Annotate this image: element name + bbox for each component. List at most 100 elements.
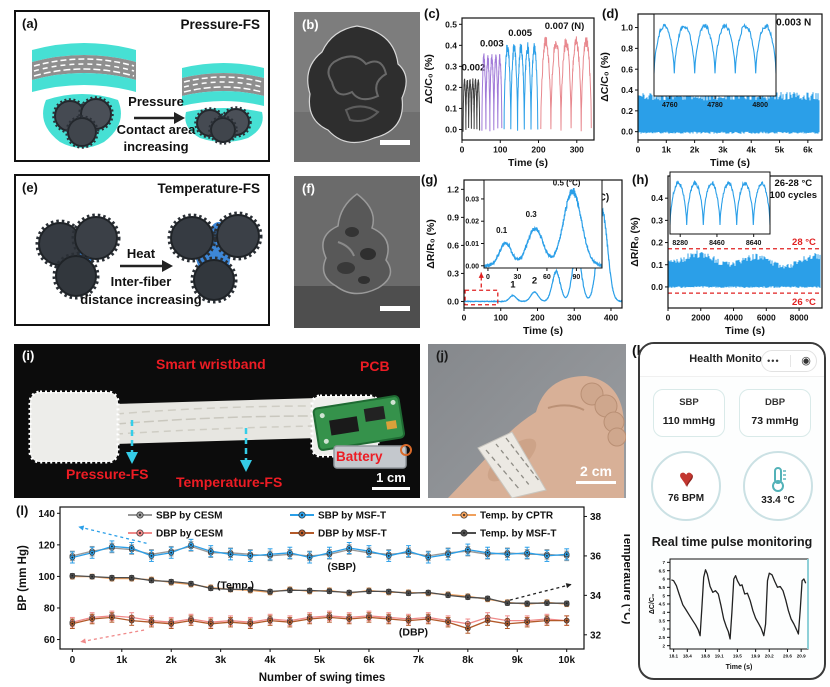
svg-text:0.3: 0.3 — [445, 61, 457, 71]
svg-text:Temp. by MSF-T: Temp. by MSF-T — [480, 529, 556, 540]
svg-text:0.5 (°C): 0.5 (°C) — [553, 179, 581, 188]
fiber-cluster-cool — [35, 213, 121, 300]
svg-text:6: 6 — [662, 577, 665, 582]
svg-text:0.1: 0.1 — [496, 226, 508, 235]
svg-text:0.4: 0.4 — [651, 193, 663, 203]
inter-fiber-label: Inter-fiber — [110, 274, 172, 289]
bp-stats-row: SBP 110 mmHg DBP 73 mmHg — [640, 389, 824, 437]
svg-text:2k: 2k — [166, 655, 178, 666]
temperature-circle: 33.4 °C — [743, 451, 813, 521]
panel-c-tag: (c) — [424, 6, 440, 21]
svg-text:0.0: 0.0 — [621, 127, 633, 137]
svg-text:0.9: 0.9 — [447, 212, 459, 222]
svg-text:2: 2 — [532, 276, 537, 287]
panel-j-tag: (j) — [436, 348, 449, 363]
close-circle-icon[interactable]: ◉ — [801, 354, 811, 367]
svg-text:5: 5 — [662, 593, 665, 598]
panel-a-tag: (a) — [22, 16, 38, 31]
svg-text:100: 100 — [493, 145, 507, 155]
svg-text:26 °C: 26 °C — [792, 297, 816, 308]
panel-l-tag: (l) — [16, 503, 29, 518]
temperature-fs-label: Temperature-FS — [176, 474, 283, 490]
health-app-card: Health Monitor... ••• ◉ SBP 110 mmHg DBP… — [638, 342, 826, 680]
capsule-divider — [789, 355, 791, 367]
svg-text:1k: 1k — [116, 655, 128, 666]
svg-text:0.5: 0.5 — [445, 19, 457, 29]
svg-text:4k: 4k — [746, 145, 756, 155]
svg-text:ΔC/C₀ (%): ΔC/C₀ (%) — [599, 52, 611, 102]
svg-text:0.2: 0.2 — [621, 106, 633, 116]
svg-text:6.5: 6.5 — [659, 568, 666, 573]
scale-2cm: 2 cm — [576, 463, 616, 484]
chart-swing-durability: 0 1k 2k 3k 4k 5k 6k 7k 8k 9k 10k 60 80 100 120 140 Numbe… — [17, 506, 630, 684]
svg-text:26-28 °C: 26-28 °C — [775, 178, 813, 189]
svg-text:1k: 1k — [662, 145, 672, 155]
svg-text:20.9: 20.9 — [797, 654, 806, 659]
panel-d-tag: (d) — [602, 6, 619, 21]
heart-rate-circle: ♥ 76 BPM — [651, 451, 721, 521]
svg-text:0.1: 0.1 — [445, 104, 457, 114]
panel-g-tag: (g) — [421, 172, 438, 187]
svg-text:3.5: 3.5 — [659, 618, 666, 623]
svg-text:1: 1 — [510, 279, 516, 290]
dbp-value: 73 mmHg — [751, 415, 799, 427]
increasing-label: increasing — [123, 139, 189, 154]
scale-1cm: 1 cm — [372, 470, 410, 490]
svg-text:0: 0 — [636, 145, 641, 155]
svg-text:Time (s): Time (s) — [710, 157, 750, 169]
scale-bar — [380, 140, 410, 145]
panel-h-tag: (h) — [632, 172, 649, 187]
svg-text:DBP by CESM: DBP by CESM — [156, 529, 223, 540]
svg-text:20.2: 20.2 — [765, 654, 774, 659]
svg-text:0.6: 0.6 — [621, 64, 633, 74]
svg-text:100: 100 — [38, 572, 55, 583]
svg-text:1.2: 1.2 — [447, 184, 459, 194]
panel-j-wrist-photo: (j) 2 cm — [428, 344, 626, 498]
svg-text:3: 3 — [662, 627, 665, 632]
panel-a-title: Pressure-FS — [180, 17, 260, 32]
panel-i-wristband-photo: (i) Smart wristband PCB Battery Pressure… — [14, 344, 420, 498]
panel-b-sem-image: (b) — [294, 12, 420, 162]
svg-text:0: 0 — [462, 313, 467, 323]
svg-text:(DBP): (DBP) — [399, 627, 428, 639]
svg-text:200: 200 — [530, 313, 544, 323]
panel-e-title: Temperature-FS — [157, 181, 260, 196]
heart-icon: ♥ — [678, 465, 694, 492]
svg-text:2: 2 — [662, 643, 665, 648]
svg-text:2.5: 2.5 — [659, 635, 666, 640]
wrist-drawing — [448, 376, 626, 498]
svg-text:400: 400 — [604, 313, 618, 323]
svg-text:Time (s): Time (s) — [523, 325, 563, 337]
svg-text:6k: 6k — [363, 655, 375, 666]
fiber-cluster-heated — [167, 211, 263, 304]
svg-text:ΔC/C₀ (%): ΔC/C₀ (%) — [423, 54, 435, 104]
more-options-icon[interactable]: ••• — [767, 356, 780, 366]
svg-text:6k: 6k — [803, 145, 813, 155]
panel-i-tag: (i) — [22, 348, 35, 363]
app-menu-capsule[interactable]: ••• ◉ — [761, 350, 817, 372]
app-header: Health Monitor... ••• ◉ — [640, 344, 824, 377]
svg-text:4760: 4760 — [662, 102, 678, 109]
svg-text:100 cycles: 100 cycles — [770, 190, 818, 201]
contact-area-label: Contact area — [116, 122, 196, 137]
panel-e-tag: (e) — [22, 180, 38, 195]
svg-text:(SBP): (SBP) — [327, 561, 356, 573]
arrow-right-icon — [174, 112, 185, 124]
panel-f-sem-image: (f) — [294, 176, 420, 328]
svg-text:300: 300 — [570, 145, 584, 155]
svg-text:120: 120 — [38, 540, 55, 551]
svg-text:SBP by CESM: SBP by CESM — [156, 511, 223, 522]
svg-text:10k: 10k — [558, 655, 575, 666]
svg-text:0.3: 0.3 — [526, 210, 538, 219]
app-title: Health Monitor... — [689, 353, 775, 365]
scale-bar — [380, 306, 410, 311]
svg-text:0.8: 0.8 — [621, 43, 633, 53]
svg-text:4780: 4780 — [707, 102, 723, 109]
svg-text:0.003 N: 0.003 N — [776, 17, 811, 28]
svg-text:0.3: 0.3 — [447, 268, 459, 278]
svg-text:60: 60 — [543, 274, 551, 281]
svg-text:0: 0 — [460, 145, 465, 155]
svg-text:0: 0 — [70, 655, 76, 666]
